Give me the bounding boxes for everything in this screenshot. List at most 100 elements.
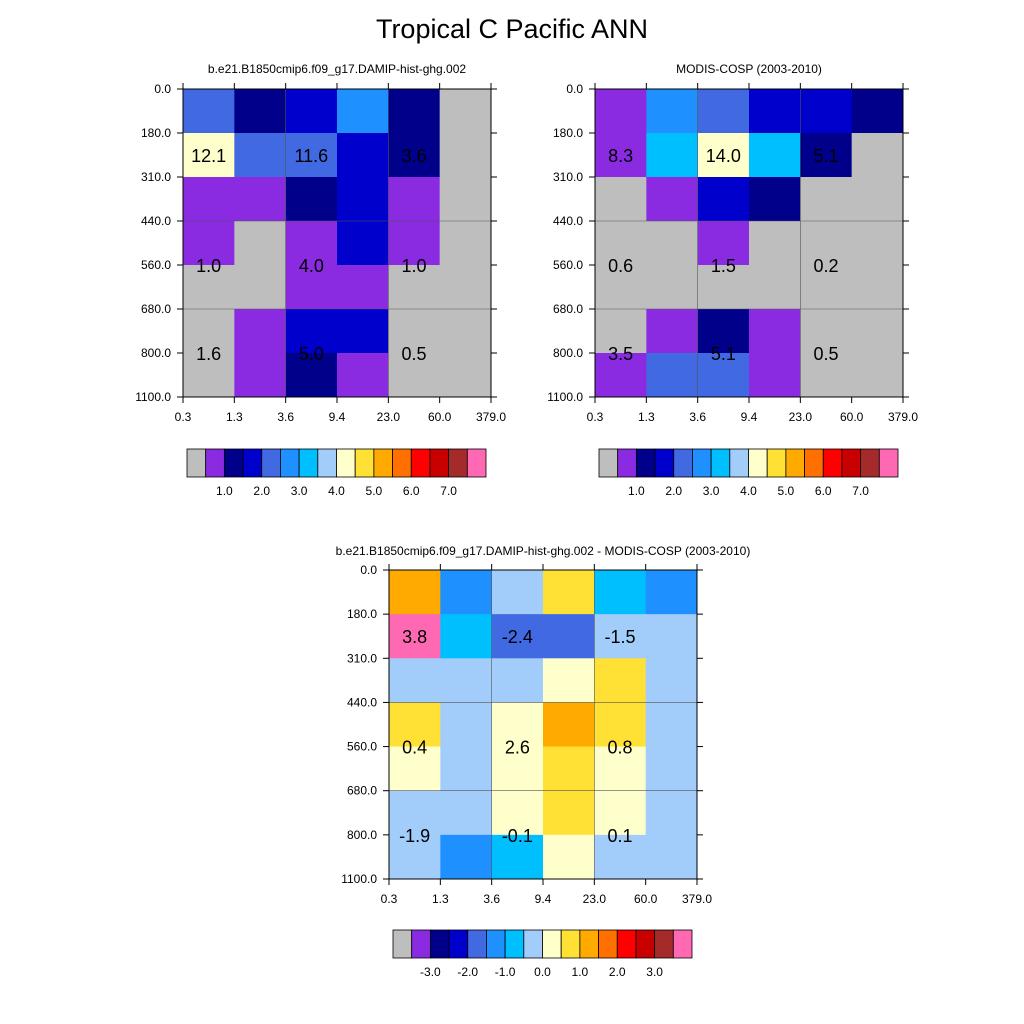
heatmap-cell <box>234 89 287 134</box>
y-tick-label: 0.0 <box>154 82 171 96</box>
x-tick-label: 9.4 <box>535 892 552 906</box>
heatmap-cell <box>594 790 647 836</box>
heatmap-cell <box>749 89 801 134</box>
colorbar-swatch <box>317 448 337 478</box>
heatmap-cell <box>851 309 904 354</box>
cell-value-label: 1.0 <box>196 256 221 276</box>
colorbar-swatch <box>673 448 693 478</box>
colorbar-label: 2.0 <box>609 965 626 979</box>
colorbar-swatch <box>635 448 656 478</box>
heatmap-cell <box>389 614 441 659</box>
heatmap-cell <box>645 658 698 703</box>
colorbar-swatch <box>373 448 393 478</box>
heatmap-cell <box>595 265 647 310</box>
colorbar-swatch <box>205 448 225 478</box>
colorbar-label: 3.0 <box>703 484 720 498</box>
heatmap-cell <box>491 834 544 880</box>
x-tick-label: 1.3 <box>432 892 449 906</box>
y-tick-label: 560.0 <box>141 258 171 272</box>
heatmap-cell <box>595 353 647 398</box>
colorbar-swatch <box>710 448 731 478</box>
y-tick-label: 680.0 <box>553 302 583 316</box>
x-tick-label: 3.6 <box>277 410 294 424</box>
colorbar-label: 1.0 <box>628 484 645 498</box>
heatmap-cell <box>543 834 595 880</box>
heatmap-cell <box>697 265 750 310</box>
colorbar-swatch <box>616 929 637 959</box>
heatmap-cell <box>697 89 750 134</box>
y-tick-label: 560.0 <box>347 740 377 754</box>
heatmap-cell <box>439 133 492 178</box>
heatmap-cell <box>183 177 235 222</box>
heatmap-cell <box>439 177 492 222</box>
heatmap-cell <box>595 221 647 266</box>
heatmap-cell <box>491 702 544 748</box>
heatmap-cell <box>388 353 441 398</box>
colorbar-swatch <box>635 929 656 959</box>
x-tick-label: 9.4 <box>741 410 758 424</box>
colorbar-label: -3.0 <box>420 965 441 979</box>
heatmap-cell <box>389 834 441 880</box>
heatmap-cell <box>800 353 853 398</box>
x-tick-label: 0.3 <box>175 410 192 424</box>
colorbar-label: 5.0 <box>366 484 383 498</box>
heatmap-cell <box>439 353 492 398</box>
colorbar-swatch <box>298 448 319 478</box>
cell-value-label: -0.1 <box>502 826 533 846</box>
heatmap-cell <box>543 658 595 703</box>
x-tick-label: 0.3 <box>381 892 398 906</box>
colorbar-swatch <box>354 448 375 478</box>
colorbar-label: 7.0 <box>440 484 457 498</box>
colorbar-swatch <box>504 929 525 959</box>
colorbar-swatch <box>860 448 880 478</box>
heatmap-cell <box>183 221 235 266</box>
heatmap-cell <box>285 133 338 178</box>
cell-value-label: 2.6 <box>505 738 530 758</box>
cell-value-label: 5.1 <box>813 146 838 166</box>
heatmap-cell <box>645 746 698 792</box>
colorbar-swatch <box>672 929 693 959</box>
cell-value-label: -2.4 <box>502 627 533 647</box>
heatmap-cell <box>543 702 595 748</box>
heatmap-cell <box>439 221 492 266</box>
colorbar-swatch <box>392 929 413 959</box>
heatmap-cell <box>234 221 287 266</box>
cell-value-label: 12.1 <box>191 146 226 166</box>
colorbar-label: 0.0 <box>534 965 551 979</box>
heatmap-cell <box>491 790 544 836</box>
heatmap-cell <box>594 614 647 659</box>
colorbar-label: 3.0 <box>291 484 308 498</box>
colorbar-swatch <box>261 448 281 478</box>
colorbar-swatch <box>336 448 356 478</box>
colorbar-swatch <box>410 448 431 478</box>
colorbar-swatch <box>822 448 843 478</box>
cell-value-label: -1.9 <box>399 826 430 846</box>
colorbar-swatch <box>542 929 562 959</box>
heatmap-cell <box>749 353 801 398</box>
heatmap-cell <box>388 309 441 354</box>
y-tick-label: 180.0 <box>141 126 171 140</box>
heatmap-cell <box>594 746 647 792</box>
heatmap-cell <box>646 133 699 178</box>
heatmap-cell <box>439 265 492 310</box>
cell-value-label: 11.6 <box>294 146 328 166</box>
colorbar-label: 2.0 <box>665 484 682 498</box>
heatmap-cell <box>645 570 698 615</box>
heatmap-cell <box>337 221 389 266</box>
heatmap-cell <box>440 702 493 748</box>
heatmap-cell <box>749 177 801 222</box>
heatmap-cell <box>697 221 750 266</box>
heatmap-cell <box>285 177 338 222</box>
y-tick-label: 310.0 <box>347 651 377 665</box>
heatmap-cell <box>491 746 544 792</box>
colorbar-swatch <box>467 929 487 959</box>
heatmap-cell <box>645 790 698 836</box>
y-tick-label: 1100.0 <box>135 390 171 404</box>
heatmap-cell <box>697 353 750 398</box>
colorbar-swatch <box>411 929 431 959</box>
heatmap-cell <box>183 309 235 354</box>
y-tick-label: 800.0 <box>347 828 377 842</box>
colorbar-label: 2.0 <box>253 484 270 498</box>
y-tick-label: 1100.0 <box>341 872 377 886</box>
heatmap-cell <box>389 702 441 748</box>
